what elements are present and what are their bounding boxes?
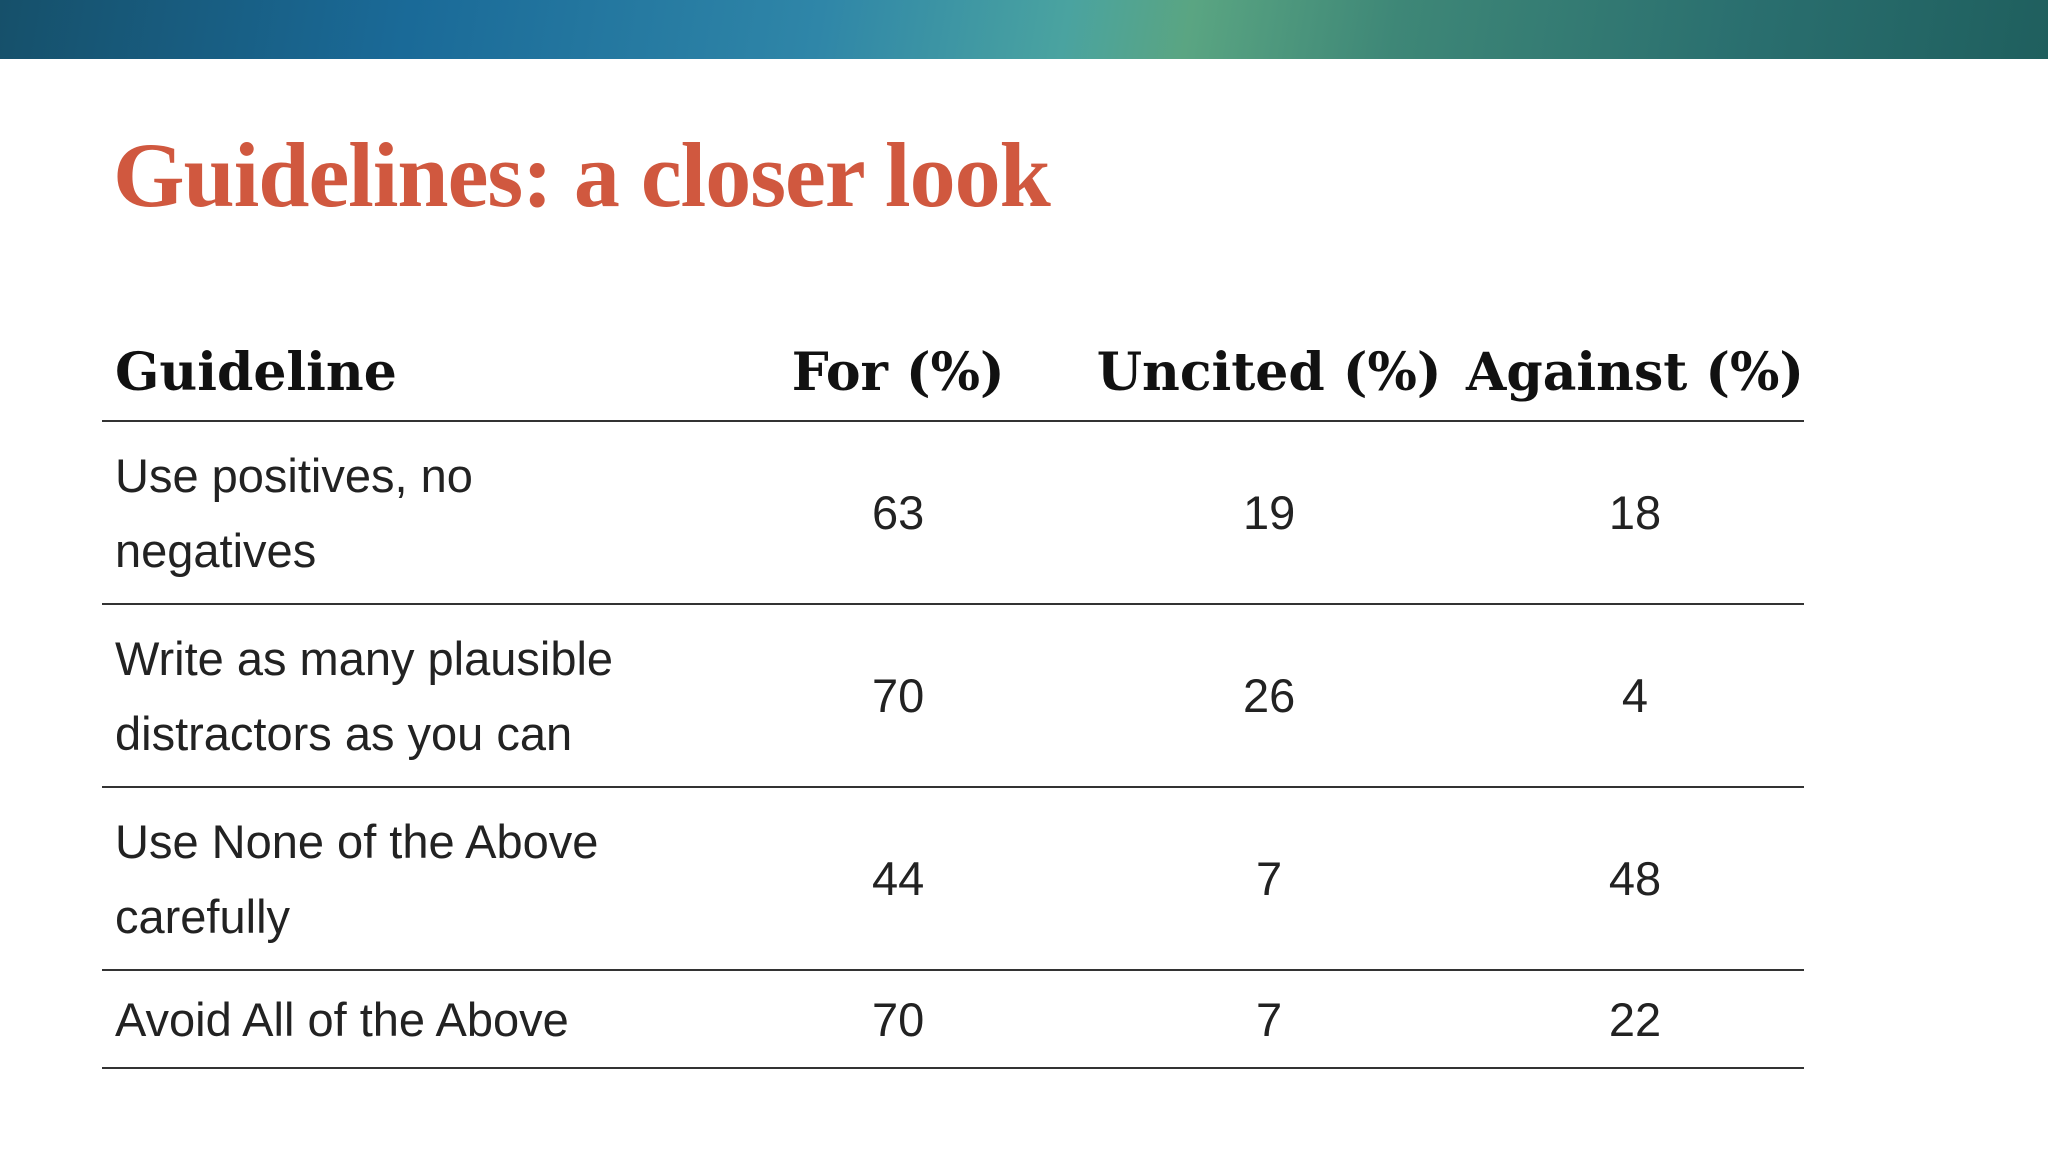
percent-cell: 4: [1465, 604, 1804, 788]
percent-cell: 22: [1465, 970, 1804, 1069]
percent-cell: 63: [768, 421, 1029, 605]
guidelines-table: Guideline For (%) Uncited (%) Against (%) U…: [102, 325, 1804, 1069]
table-body: Use positives, no negatives 63 19 18 Write a…: [102, 421, 1804, 1069]
percent-value: 7: [1256, 852, 1283, 905]
percent-cell: 19: [1028, 421, 1466, 605]
percent-value: 4: [1621, 669, 1649, 722]
percent-value: 18: [1608, 486, 1662, 539]
percent-cell: 48: [1465, 787, 1804, 971]
guideline-cell: Use positives, no negatives: [102, 421, 769, 605]
percent-value: 26: [1242, 669, 1296, 722]
table-row: Write as many plausible distractors as y…: [102, 604, 1804, 788]
percent-value: 63: [872, 486, 925, 539]
header-row: Guideline For (%) Uncited (%) Against (%): [102, 325, 1804, 422]
guideline-cell: Use None of the Above carefully: [102, 787, 769, 971]
percent-cell: 18: [1465, 421, 1804, 605]
percent-value: 44: [872, 852, 925, 905]
percent-value: 70: [872, 992, 925, 1046]
column-header: For (%): [768, 325, 1029, 422]
guideline-text: Write as many plausible distractors as y…: [115, 631, 614, 760]
slide-title: Guidelines: a closer look: [113, 124, 1051, 226]
percent-cell: 26: [1028, 604, 1466, 788]
table-row: Use None of the Above carefully 44 7 48: [102, 787, 1804, 971]
column-header: Uncited (%): [1028, 325, 1466, 422]
percent-value: 70: [872, 669, 925, 722]
percent-cell: 70: [768, 970, 1029, 1069]
column-header-text: Against (%): [1466, 342, 1804, 403]
column-header-text: For (%): [791, 342, 1005, 403]
column-header: Against (%): [1465, 325, 1804, 422]
guideline-cell: Avoid All of the Above: [102, 970, 769, 1069]
guideline-cell: Write as many plausible distractors as y…: [102, 604, 769, 788]
percent-cell: 70: [768, 604, 1029, 788]
percent-value: 7: [1256, 992, 1283, 1046]
guideline-text: Use None of the Above carefully: [115, 814, 599, 943]
guideline-text: Avoid All of the Above: [115, 992, 569, 1046]
percent-value: 48: [1608, 852, 1662, 905]
guideline-text: Use positives, no negatives: [115, 448, 473, 577]
column-header: Guideline: [102, 325, 769, 422]
column-header-text: Guideline: [115, 342, 397, 403]
table-row: Avoid All of the Above 70 7 22: [102, 970, 1804, 1069]
percent-cell: 7: [1028, 787, 1466, 971]
table-row: Use positives, no negatives 63 19 18: [102, 421, 1804, 605]
percent-value: 22: [1608, 992, 1662, 1046]
table-head: Guideline For (%) Uncited (%) Against (%): [102, 325, 1804, 422]
percent-cell: 7: [1028, 970, 1466, 1069]
header-banner: [0, 0, 2048, 59]
percent-cell: 44: [768, 787, 1029, 971]
percent-value: 19: [1242, 486, 1296, 539]
column-header-text: Uncited (%): [1096, 342, 1442, 403]
